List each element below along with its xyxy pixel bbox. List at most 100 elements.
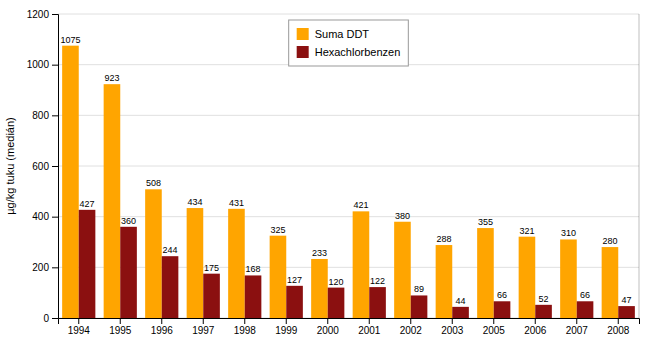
grid-line bbox=[58, 14, 639, 15]
y-tick: 200 bbox=[32, 262, 58, 273]
x-tick-label: 2007 bbox=[566, 325, 589, 336]
data-label: 244 bbox=[163, 245, 178, 255]
x-tick: 2002 bbox=[400, 318, 423, 336]
x-tick-label: 1995 bbox=[109, 325, 132, 336]
data-label: 421 bbox=[353, 200, 368, 210]
x-tick-label: 2006 bbox=[524, 325, 547, 336]
x-tick-mark bbox=[410, 318, 411, 324]
data-label: 325 bbox=[270, 225, 285, 235]
bar bbox=[120, 227, 137, 318]
x-tick: 1994 bbox=[68, 318, 91, 336]
x-tick-mark bbox=[244, 318, 245, 324]
y-tick: 1200 bbox=[27, 9, 58, 20]
x-axis-line bbox=[59, 319, 640, 325]
bar bbox=[104, 84, 121, 318]
bar bbox=[270, 236, 287, 318]
x-tick: 2003 bbox=[441, 318, 464, 336]
bar bbox=[618, 306, 635, 318]
bar-series bbox=[62, 46, 618, 318]
bar bbox=[602, 247, 619, 318]
legend-swatch bbox=[297, 28, 309, 40]
x-tick-mark bbox=[203, 318, 204, 324]
data-label: 280 bbox=[602, 236, 617, 246]
x-tick: 2007 bbox=[566, 318, 589, 336]
y-tick-mark bbox=[52, 14, 58, 15]
y-tick-mark bbox=[52, 166, 58, 167]
x-tick: 2006 bbox=[524, 318, 547, 336]
x-tick-mark bbox=[286, 318, 287, 324]
bar bbox=[369, 287, 386, 318]
x-axis: 1994199519961997199819992000200120022003… bbox=[59, 318, 640, 336]
x-tick-label: 1999 bbox=[275, 325, 298, 336]
data-label: 120 bbox=[329, 277, 344, 287]
legend-item: Hexachlorbenzen bbox=[297, 46, 401, 58]
data-label: 508 bbox=[146, 178, 161, 188]
data-label: 923 bbox=[104, 73, 119, 83]
data-label: 310 bbox=[561, 228, 576, 238]
data-label: 321 bbox=[519, 226, 534, 236]
y-tick-label: 400 bbox=[32, 211, 49, 222]
x-tick: 1999 bbox=[275, 318, 298, 336]
data-label: 52 bbox=[539, 294, 549, 304]
bar bbox=[79, 210, 96, 318]
bar bbox=[394, 222, 411, 318]
y-tick: 800 bbox=[32, 110, 58, 121]
x-tick-mark bbox=[78, 318, 79, 324]
bar bbox=[436, 245, 453, 318]
data-label: 175 bbox=[204, 263, 219, 273]
bar bbox=[560, 239, 577, 318]
bar bbox=[535, 305, 552, 318]
data-labels: 1075923508434431325233421380288355321310… bbox=[60, 35, 631, 306]
x-tick-label: 2002 bbox=[400, 325, 423, 336]
data-label: 288 bbox=[436, 234, 451, 244]
x-tick: 2001 bbox=[358, 318, 381, 336]
x-tick-label: 2003 bbox=[441, 325, 464, 336]
x-tick-mark bbox=[493, 318, 494, 324]
x-tick: 2008 bbox=[607, 318, 630, 336]
legend-swatch bbox=[297, 46, 309, 58]
y-tick-label: 1200 bbox=[27, 9, 50, 20]
bar bbox=[353, 211, 370, 318]
x-tick-label: 2008 bbox=[607, 325, 630, 336]
legend-label: Hexachlorbenzen bbox=[315, 46, 401, 58]
bar bbox=[286, 286, 303, 318]
y-axis-title: µg/kg tuku (medián) bbox=[4, 117, 16, 214]
x-tick-mark bbox=[327, 318, 328, 324]
y-tick-mark bbox=[52, 318, 58, 319]
data-label: 380 bbox=[395, 211, 410, 221]
x-tick-mark bbox=[369, 318, 370, 324]
bar bbox=[411, 295, 428, 318]
bar bbox=[162, 256, 179, 318]
y-axis: 0 200 400 600 800 1000 1200 bbox=[27, 9, 59, 324]
x-tick-label: 1994 bbox=[68, 325, 91, 336]
data-label: 127 bbox=[287, 275, 302, 285]
x-tick: 1997 bbox=[192, 318, 215, 336]
bar bbox=[311, 259, 328, 318]
bar bbox=[203, 274, 220, 318]
bar bbox=[187, 208, 204, 318]
bar bbox=[519, 237, 536, 318]
bar bbox=[62, 46, 79, 318]
legend: Suma DDTHexachlorbenzen bbox=[289, 20, 409, 66]
data-label: 66 bbox=[497, 290, 507, 300]
data-label: 355 bbox=[478, 217, 493, 227]
bar bbox=[328, 288, 345, 318]
y-tick-label: 800 bbox=[32, 110, 49, 121]
bar bbox=[452, 307, 469, 318]
legend-box bbox=[289, 20, 409, 66]
x-tick-mark bbox=[618, 318, 619, 324]
x-tick: 2005 bbox=[483, 318, 506, 336]
x-tick-mark bbox=[161, 318, 162, 324]
grid-line bbox=[58, 267, 639, 268]
grid-line bbox=[58, 216, 639, 217]
x-tick: 1995 bbox=[109, 318, 132, 336]
y-tick: 600 bbox=[32, 161, 58, 172]
x-tick-label: 2001 bbox=[358, 325, 381, 336]
y-tick: 1000 bbox=[27, 59, 58, 70]
y-tick-mark bbox=[52, 65, 58, 66]
bars bbox=[62, 46, 635, 318]
y-tick-label: 1000 bbox=[27, 59, 50, 70]
x-tick: 1998 bbox=[234, 318, 257, 336]
y-tick-label: 0 bbox=[43, 313, 49, 324]
bar bbox=[477, 228, 494, 318]
